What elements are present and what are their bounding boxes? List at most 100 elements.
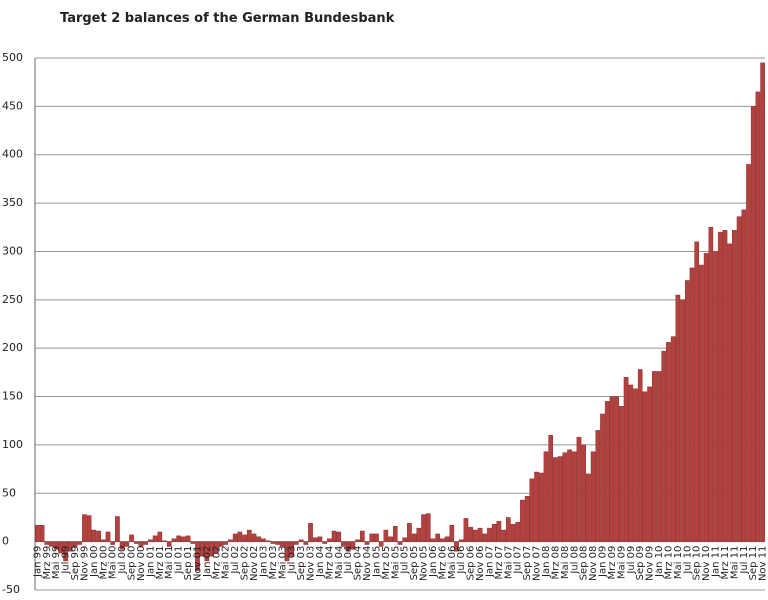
bar (53, 541, 59, 550)
bar (162, 540, 167, 542)
bar (571, 451, 577, 542)
bar (322, 541, 327, 544)
x-tick-label: Jul 99 (61, 546, 72, 575)
bar (82, 514, 87, 542)
x-tick-label: Nov 11 (758, 546, 768, 581)
x-tick-label: Jul 04 (343, 546, 354, 575)
bar (77, 541, 83, 545)
bar (171, 538, 177, 542)
bar (397, 541, 403, 545)
bar (228, 539, 233, 542)
bar (425, 513, 431, 542)
bar (355, 539, 360, 542)
bar (463, 518, 469, 542)
bar (647, 386, 652, 542)
bar (529, 478, 535, 542)
bar (129, 534, 134, 542)
x-tick-label: Jan 09 (598, 546, 609, 578)
bar (454, 541, 459, 552)
bar (166, 541, 172, 547)
x-tick-label: Mrz 07 (494, 546, 505, 580)
x-tick-label: Mrz 11 (720, 546, 731, 580)
bar (609, 396, 615, 542)
bar (444, 536, 450, 542)
x-tick-label: Jul 07 (513, 546, 524, 575)
x-tick-label: Sep 02 (240, 546, 251, 581)
bar (72, 541, 78, 547)
bar (350, 541, 356, 550)
bar (732, 229, 737, 542)
bar (623, 377, 629, 542)
x-tick-label: Sep 10 (692, 546, 703, 581)
bar (510, 524, 516, 542)
x-tick-label: Jul 08 (569, 546, 580, 575)
bar (666, 342, 671, 542)
bar (675, 294, 681, 542)
x-tick-label: Sep 11 (748, 546, 759, 581)
bar (595, 430, 601, 542)
bar (388, 536, 393, 542)
x-tick-label: Mai 02 (221, 546, 232, 579)
bar (256, 536, 262, 542)
bar (637, 369, 643, 542)
x-tick-label: Sep 08 (579, 546, 590, 581)
bar (157, 531, 163, 542)
y-tick-label: 250 (2, 293, 23, 306)
x-tick-label: Sep 04 (353, 546, 364, 581)
chart-title: Target 2 balances of the German Bundesba… (60, 11, 395, 26)
x-tick-label: Jul 02 (230, 546, 241, 575)
bar (294, 541, 299, 545)
bar (628, 384, 634, 542)
bar (694, 241, 700, 542)
x-tick-label: Nov 02 (249, 546, 260, 581)
x-tick-label: Nov 04 (362, 546, 373, 581)
x-tick-label: Sep 01 (183, 546, 194, 581)
x-tick-label: Mrz 10 (663, 546, 674, 580)
x-tick-label: Nov 06 (475, 546, 486, 581)
bar (327, 538, 332, 542)
bar (331, 530, 337, 542)
bar (722, 229, 728, 542)
bar (44, 541, 50, 545)
bar (345, 541, 351, 552)
x-tick-label: Jul 00 (117, 546, 128, 575)
bar (661, 350, 667, 542)
x-tick-label: Mai 06 (447, 546, 458, 579)
bar (411, 533, 417, 542)
bar (642, 391, 648, 542)
bar (689, 267, 695, 542)
y-tick-label: 200 (2, 341, 23, 354)
bar (750, 106, 756, 542)
x-tick-label: Mai 11 (729, 546, 740, 579)
bar (364, 541, 370, 545)
bar (407, 523, 412, 542)
x-tick-label: Jul 10 (682, 546, 693, 575)
x-tick-label: Jan 06 (428, 546, 439, 578)
bar (110, 541, 116, 545)
bar (684, 280, 690, 542)
x-tick-label: Jul 06 (456, 546, 467, 575)
bar (506, 517, 511, 542)
bar (717, 231, 723, 542)
bar (317, 536, 323, 542)
x-tick-label: Mai 99 (51, 546, 62, 579)
bar (501, 529, 506, 542)
bar (383, 529, 389, 542)
x-tick-label: Jul 09 (626, 546, 637, 575)
bar (96, 530, 101, 542)
bar (515, 522, 521, 542)
x-tick-label: Jan 03 (258, 546, 269, 578)
x-tick-label: Mrz 00 (98, 546, 109, 580)
bar (473, 529, 478, 542)
bar (86, 515, 92, 542)
bar (468, 526, 473, 542)
bar (402, 537, 408, 542)
x-tick-label: Jan 08 (541, 546, 552, 578)
bar (246, 529, 252, 542)
x-tick-label: Mai 09 (616, 546, 627, 579)
bar (336, 531, 342, 542)
bar (392, 525, 398, 542)
y-tick-label: 300 (2, 244, 23, 257)
x-tick-label: Jan 11 (711, 546, 722, 578)
